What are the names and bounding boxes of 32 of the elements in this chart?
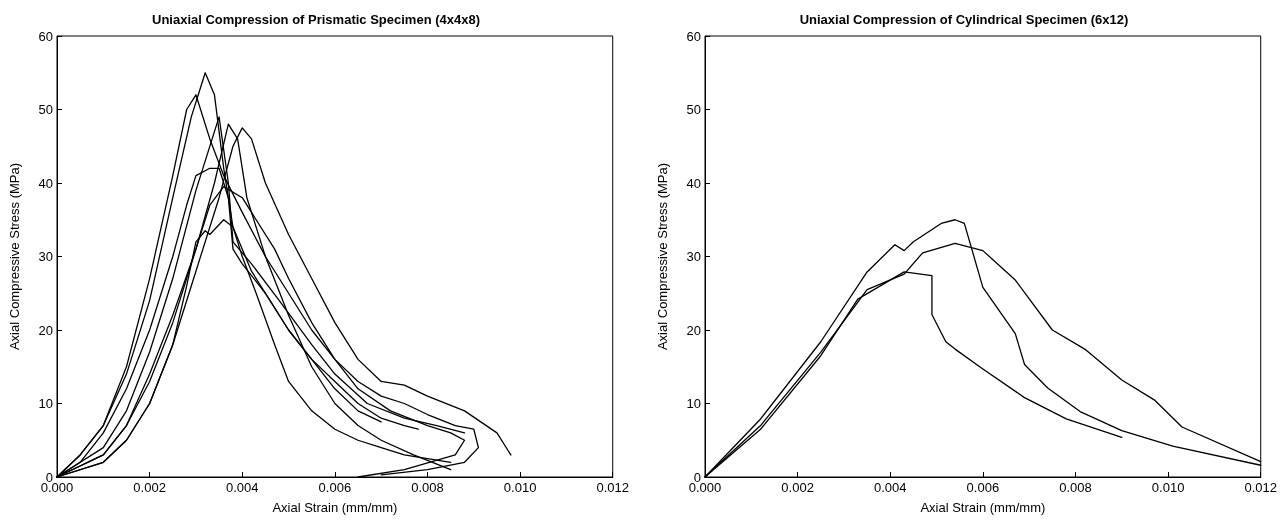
y-tick-label: 20 bbox=[686, 322, 701, 338]
y-tick-label: 20 bbox=[38, 322, 53, 338]
y-tick-label: 30 bbox=[686, 249, 701, 264]
x-tick-label: 0.012 bbox=[1244, 480, 1278, 495]
x-tick-label: 0.010 bbox=[1151, 480, 1185, 495]
x-tick-label: 0.008 bbox=[411, 480, 444, 495]
y-tick-label: 60 bbox=[38, 28, 53, 44]
y-tick-label: 10 bbox=[686, 396, 701, 411]
x-tick-label: 0.002 bbox=[133, 480, 166, 495]
y-tick-label: 60 bbox=[686, 28, 701, 44]
y-tick-label: 50 bbox=[38, 102, 53, 117]
x-axis-title: Axial Strain (mm/mm) bbox=[920, 500, 1046, 515]
x-tick-label: 0.006 bbox=[966, 480, 1000, 495]
y-tick-label: 30 bbox=[38, 249, 53, 264]
y-axis-title: Axial Compressive Stress (MPa) bbox=[655, 162, 670, 351]
chart-title: Uniaxial Compression of Cylindrical Specimen (6x12) bbox=[799, 12, 1129, 27]
chart-title: Uniaxial Compression of Prismatic Specimen (4x4x8) bbox=[151, 12, 481, 27]
x-tick-label: 0.004 bbox=[873, 480, 907, 495]
x-tick-label: 0.012 bbox=[596, 480, 630, 495]
y-tick-label: 10 bbox=[38, 396, 53, 411]
x-tick-label: 0.006 bbox=[318, 480, 352, 495]
x-tick-label: 0.002 bbox=[781, 480, 814, 495]
x-tick-label: 0.008 bbox=[1059, 480, 1092, 495]
x-tick-label: 0.010 bbox=[503, 480, 537, 495]
y-tick-label: 40 bbox=[38, 175, 53, 191]
y-axis-title: Axial Compressive Stress (MPa) bbox=[7, 162, 22, 351]
y-tick-label: 50 bbox=[686, 102, 701, 117]
x-axis-title: Axial Strain (mm/mm) bbox=[272, 500, 398, 515]
x-tick-label: 0.000 bbox=[40, 480, 74, 495]
y-tick-label: 40 bbox=[686, 175, 701, 191]
x-tick-label: 0.000 bbox=[688, 480, 722, 495]
x-tick-label: 0.004 bbox=[225, 480, 259, 495]
